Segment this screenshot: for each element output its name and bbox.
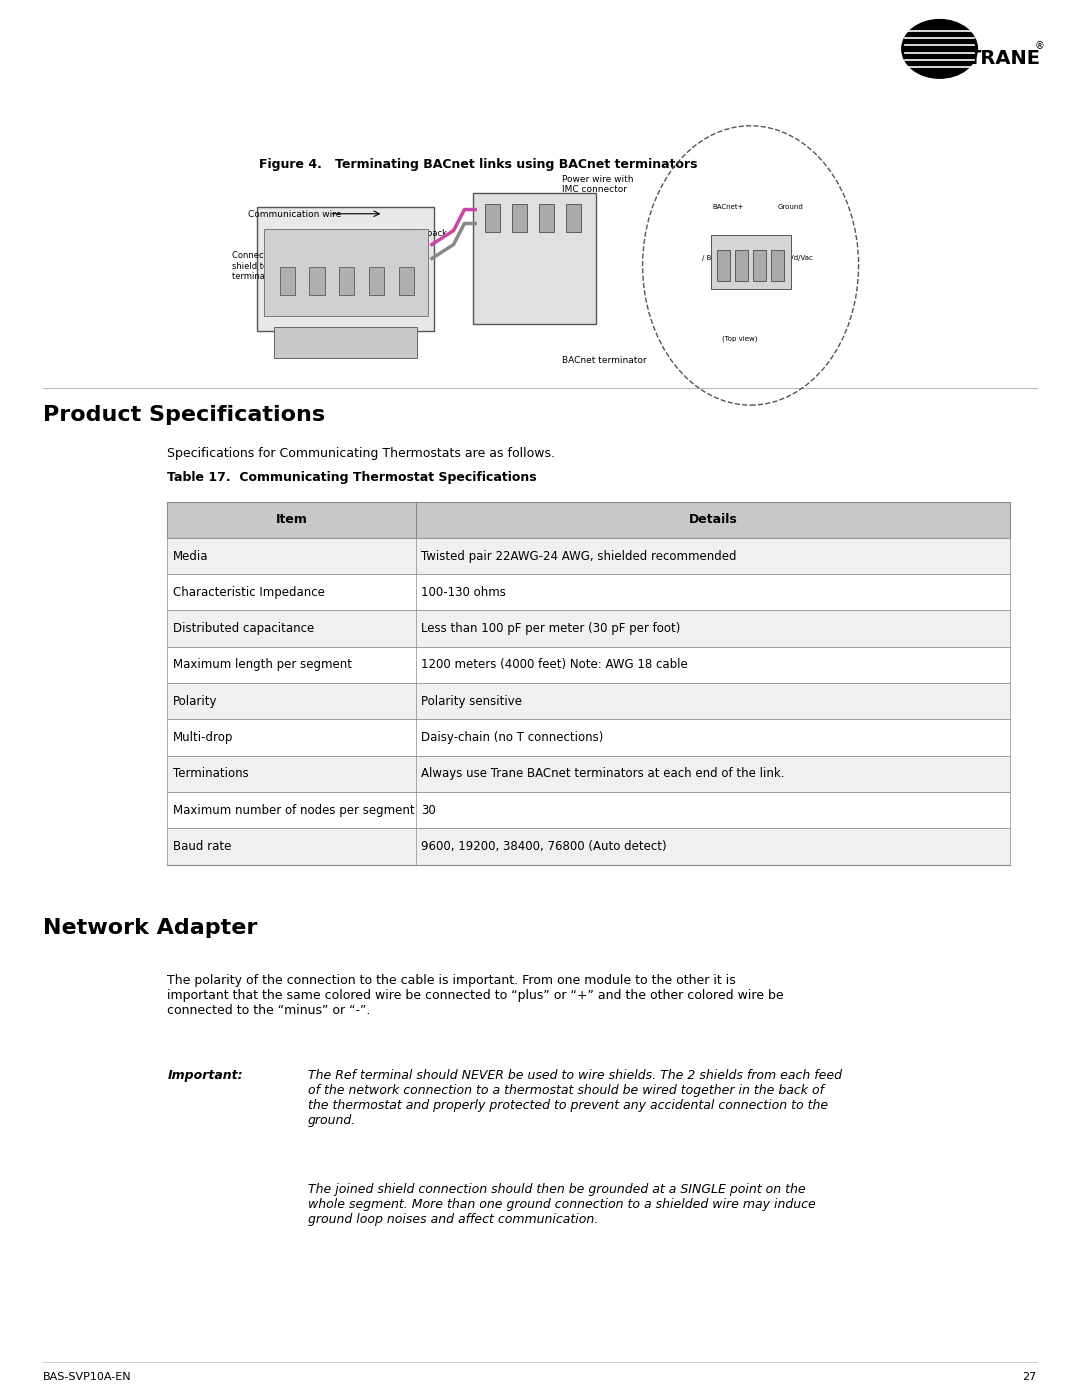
Text: 1200 meters (4000 feet) Note: AWG 18 cable: 1200 meters (4000 feet) Note: AWG 18 cab…	[421, 658, 688, 672]
Text: Maximum length per segment: Maximum length per segment	[173, 658, 352, 672]
Text: BACnet terminator: BACnet terminator	[562, 356, 646, 365]
Text: Multi-drop: Multi-drop	[173, 731, 233, 745]
FancyBboxPatch shape	[274, 327, 417, 358]
FancyBboxPatch shape	[309, 267, 324, 295]
FancyBboxPatch shape	[280, 267, 295, 295]
Text: Distributed capacitance: Distributed capacitance	[173, 622, 314, 636]
Text: The Ref terminal should NEVER be used to wire shields. The 2 shields from each f: The Ref terminal should NEVER be used to…	[308, 1069, 841, 1127]
Text: Daisy-chain (no T connections): Daisy-chain (no T connections)	[421, 731, 604, 745]
Text: Polarity: Polarity	[173, 694, 217, 708]
FancyBboxPatch shape	[753, 250, 766, 281]
FancyBboxPatch shape	[539, 204, 554, 232]
Text: Less than 100 pF per meter (30 pF per foot): Less than 100 pF per meter (30 pF per fo…	[421, 622, 680, 636]
FancyBboxPatch shape	[339, 267, 354, 295]
Text: 24 Vd/Vac: 24 Vd/Vac	[778, 256, 812, 261]
Text: BAS-SVP10A-EN: BAS-SVP10A-EN	[43, 1372, 132, 1382]
Text: Table 17.  Communicating Thermostat Specifications: Table 17. Communicating Thermostat Speci…	[167, 471, 537, 483]
Ellipse shape	[902, 20, 977, 78]
Text: Important:: Important:	[167, 1069, 243, 1081]
FancyBboxPatch shape	[473, 193, 596, 324]
Text: / BACnet-: / BACnet-	[702, 256, 734, 261]
FancyBboxPatch shape	[771, 250, 784, 281]
Text: Twisted pair 22AWG-24 AWG, shielded recommended: Twisted pair 22AWG-24 AWG, shielded reco…	[421, 549, 737, 563]
FancyBboxPatch shape	[735, 250, 748, 281]
Text: Polarity sensitive: Polarity sensitive	[421, 694, 523, 708]
FancyBboxPatch shape	[167, 792, 1010, 828]
Text: Connect communication wire
shield to the Tracer SC ground
terminal (LINK 2).: Connect communication wire shield to the…	[232, 251, 360, 281]
FancyBboxPatch shape	[369, 267, 384, 295]
FancyBboxPatch shape	[485, 204, 500, 232]
FancyBboxPatch shape	[264, 229, 428, 316]
Text: BACnet+: BACnet+	[713, 204, 744, 210]
FancyBboxPatch shape	[566, 204, 581, 232]
Text: Specifications for Communicating Thermostats are as follows.: Specifications for Communicating Thermos…	[167, 447, 555, 460]
Text: TRANE: TRANE	[968, 49, 1041, 68]
Text: Network Adapter: Network Adapter	[43, 918, 257, 937]
Text: Power wire with
IMC connector: Power wire with IMC connector	[562, 175, 633, 194]
Text: Product Specifications: Product Specifications	[43, 405, 325, 425]
Text: Maximum number of nodes per segment: Maximum number of nodes per segment	[173, 803, 415, 817]
FancyBboxPatch shape	[167, 502, 1010, 538]
Text: Item: Item	[275, 513, 308, 527]
Text: Characteristic Impedance: Characteristic Impedance	[173, 585, 325, 599]
Text: ®: ®	[1035, 41, 1044, 52]
FancyBboxPatch shape	[167, 610, 1010, 647]
Text: Ground: Ground	[778, 204, 804, 210]
FancyBboxPatch shape	[167, 828, 1010, 865]
FancyBboxPatch shape	[167, 683, 1010, 719]
FancyBboxPatch shape	[167, 719, 1010, 756]
Text: (Top view): (Top view)	[723, 335, 757, 342]
FancyBboxPatch shape	[711, 235, 791, 289]
Text: 30: 30	[421, 803, 436, 817]
Text: Tape back
shield: Tape back shield	[405, 229, 447, 249]
Text: Communication wire: Communication wire	[248, 210, 341, 218]
FancyBboxPatch shape	[167, 756, 1010, 792]
Text: Media: Media	[173, 549, 208, 563]
FancyBboxPatch shape	[167, 574, 1010, 610]
Text: 9600, 19200, 38400, 76800 (Auto detect): 9600, 19200, 38400, 76800 (Auto detect)	[421, 840, 666, 854]
Text: Terminations: Terminations	[173, 767, 248, 781]
FancyBboxPatch shape	[399, 267, 414, 295]
Text: Always use Trane BACnet terminators at each end of the link.: Always use Trane BACnet terminators at e…	[421, 767, 785, 781]
Text: 27: 27	[1023, 1372, 1037, 1382]
FancyBboxPatch shape	[512, 204, 527, 232]
Text: Figure 4.   Terminating BACnet links using BACnet terminators: Figure 4. Terminating BACnet links using…	[259, 158, 698, 170]
FancyBboxPatch shape	[167, 538, 1010, 574]
FancyBboxPatch shape	[257, 207, 434, 331]
Text: The joined shield connection should then be grounded at a SINGLE point on the
wh: The joined shield connection should then…	[308, 1183, 815, 1227]
Text: Details: Details	[688, 513, 738, 527]
FancyBboxPatch shape	[167, 647, 1010, 683]
Text: Baud rate: Baud rate	[173, 840, 231, 854]
Text: The polarity of the connection to the cable is important. From one module to the: The polarity of the connection to the ca…	[167, 974, 784, 1017]
Text: 100-130 ohms: 100-130 ohms	[421, 585, 507, 599]
FancyBboxPatch shape	[717, 250, 730, 281]
